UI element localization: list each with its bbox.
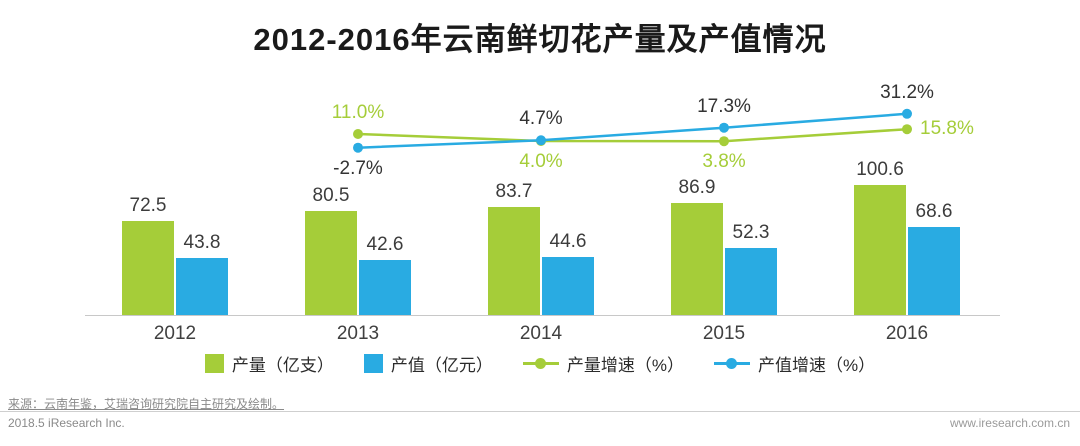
line-point-label: 31.2%	[880, 81, 934, 103]
legend-item: 产值（亿元）	[363, 351, 493, 376]
chart-legend: 产量（亿支） 产值（亿元） 产量增速（%） 产值增速（%）	[0, 351, 1080, 376]
line-point-marker	[353, 142, 363, 153]
line-point-marker	[719, 122, 729, 133]
production-bar	[488, 207, 540, 315]
value-bar	[908, 227, 960, 315]
legend-item: 产量（亿支）	[204, 351, 334, 376]
bar-value-label: 72.5	[129, 195, 167, 216]
production-bar	[122, 221, 174, 315]
line-point-label: 17.3%	[697, 95, 751, 117]
bar-value-label: 83.7	[495, 181, 533, 202]
line-point-label: 4.7%	[519, 108, 563, 130]
axis-tick-label: 2012	[153, 323, 197, 344]
production-bar	[854, 185, 906, 315]
bar-value-label: 100.6	[856, 159, 904, 180]
legend-swatch-square	[204, 354, 224, 373]
production-bar	[305, 211, 357, 315]
line-point-label: 11.0%	[331, 102, 385, 123]
bar-value-label: 42.6	[366, 234, 404, 255]
value-bar	[542, 257, 594, 315]
value-bar	[176, 258, 228, 315]
footer-url: www.iresearch.com.cn	[949, 416, 1070, 430]
legend-item: 产值增速（%）	[714, 351, 875, 376]
value-growth-line	[357, 112, 908, 149]
axis-tick-label: 2013	[336, 323, 380, 344]
bar-value-label: 44.6	[549, 231, 587, 252]
axis-tick-label: 2014	[519, 323, 563, 344]
legend-label: 产量增速（%）	[566, 356, 684, 375]
footer-credit: 2018.5 iResearch Inc.	[8, 416, 125, 430]
source-note: 来源：云南年鉴，艾瑞咨询研究院自主研究及绘制。	[8, 397, 285, 411]
legend-label: 产量（亿支）	[231, 356, 334, 375]
line-point-marker	[536, 135, 546, 146]
line-point-label: 15.8%	[920, 118, 974, 140]
production-bar	[671, 203, 723, 315]
legend-swatch-dot	[726, 358, 737, 369]
legend-label: 产值（亿元）	[390, 356, 493, 375]
line-point-label: 3.8%	[702, 151, 746, 173]
bar-value-label: 86.9	[678, 177, 716, 198]
bar-value-label: 80.5	[312, 185, 350, 206]
line-point-label: 4.0%	[519, 151, 563, 172]
footer-divider	[0, 411, 1080, 412]
legend-swatch-line-dot	[522, 358, 559, 369]
bar-value-label: 68.6	[915, 201, 953, 222]
line-point-marker	[719, 136, 729, 147]
legend-item: 产量增速（%）	[522, 351, 684, 376]
legend-swatch-square	[363, 354, 383, 373]
value-bar	[725, 248, 777, 315]
legend-label: 产值增速（%）	[758, 356, 876, 375]
legend-swatch-line-dot	[714, 358, 750, 369]
axis-tick-label: 2016	[885, 323, 929, 344]
line-point-marker	[902, 108, 912, 119]
value-bar	[359, 260, 411, 315]
axis-tick-label: 2015	[702, 323, 746, 344]
line-point-marker	[536, 136, 546, 146]
bar-value-label: 43.8	[183, 232, 221, 253]
production-growth-line	[357, 127, 908, 143]
line-point-label: -2.7%	[333, 157, 383, 179]
bar-value-label: 52.3	[732, 222, 770, 243]
line-point-marker	[353, 129, 363, 139]
chart-title: 2012-2016年云南鲜切花产量及产值情况	[253, 22, 827, 57]
x-axis-line	[85, 315, 1000, 316]
legend-swatch-dot	[534, 358, 546, 369]
line-point-marker	[902, 124, 912, 135]
